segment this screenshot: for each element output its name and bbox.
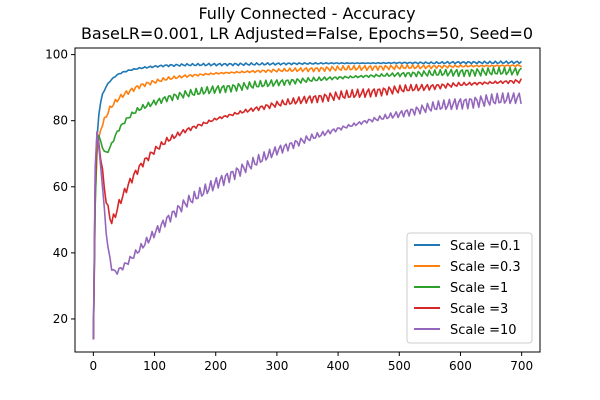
x-axis-ticks: 0 100 200 300 400 500 600 700 [90, 352, 533, 373]
series-line-1 [92, 60, 522, 340]
y-tick-label: 60 [53, 180, 68, 194]
legend-frame [406, 232, 533, 344]
x-tick-label: 200 [204, 359, 227, 373]
legend-entry-label: Scale =0.3 [450, 260, 521, 275]
x-tick-label: 400 [327, 359, 350, 373]
legend-entry-label: Scale =1 [450, 281, 508, 296]
series-line-3 [92, 66, 522, 340]
series-line-4 [92, 78, 522, 340]
x-tick-label: 0 [90, 359, 98, 373]
x-tick-label: 700 [510, 359, 533, 373]
legend: Scale =0.1 Scale =0.3 Scale =1 Scale =3 Scal… [406, 232, 533, 344]
y-tick-label: 100 [45, 48, 68, 62]
x-tick-label: 600 [449, 359, 472, 373]
y-tick-label: 40 [53, 246, 68, 260]
legend-entry-label: Scale =3 [450, 302, 508, 317]
series-line-2 [92, 63, 522, 340]
y-axis-ticks: 20 40 60 80 100 [45, 48, 75, 326]
chart-title: Fully Connected - Accuracy [198, 4, 415, 23]
x-tick-label: 500 [388, 359, 411, 373]
y-tick-label: 20 [53, 312, 68, 326]
legend-entry-label: Scale =0.1 [450, 239, 521, 254]
legend-entry-label: Scale =10 [450, 323, 517, 338]
y-tick-label: 80 [53, 114, 68, 128]
plot-frame [74, 47, 541, 353]
plot-lines [92, 60, 522, 340]
chart-subtitle: BaseLR=0.001, LR Adjusted=False, Epochs=… [81, 24, 533, 43]
x-tick-label: 100 [143, 359, 166, 373]
x-tick-label: 300 [265, 359, 288, 373]
series-line-5 [92, 92, 522, 340]
